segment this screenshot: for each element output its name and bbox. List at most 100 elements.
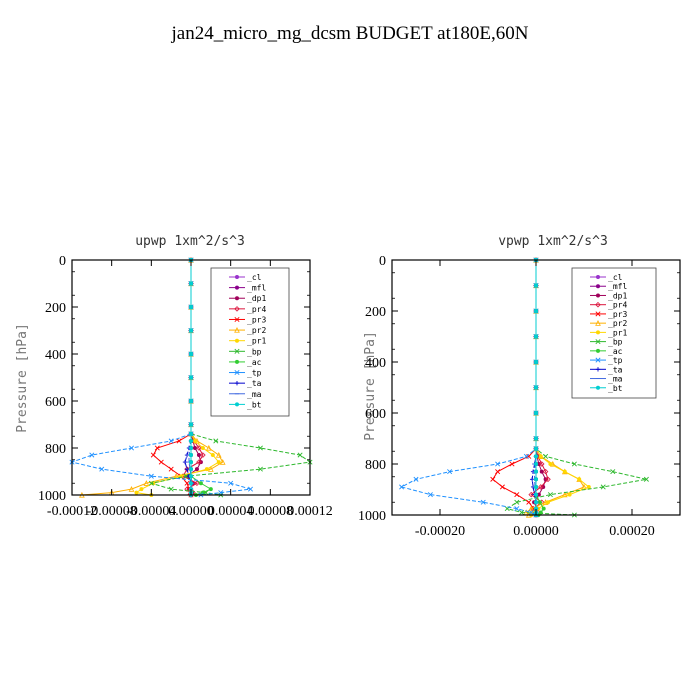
figure-title: jan24_micro_mg_dcsm BUDGET at180E,60N bbox=[171, 23, 529, 44]
data-point bbox=[526, 499, 532, 505]
y-tick-label: 0 bbox=[59, 254, 66, 269]
y-tick-label: 800 bbox=[45, 442, 66, 457]
data-point bbox=[534, 446, 539, 451]
legend-item: _pr4 bbox=[229, 305, 266, 314]
legend-label: _bt bbox=[608, 384, 623, 393]
data-point bbox=[519, 509, 525, 515]
data-point bbox=[188, 328, 193, 333]
data-point bbox=[413, 476, 419, 482]
legend-label: _pr1 bbox=[247, 337, 266, 346]
data-point bbox=[542, 468, 549, 475]
legend-item: _ac bbox=[229, 358, 262, 367]
data-point bbox=[210, 453, 215, 458]
legend-marker bbox=[596, 274, 601, 279]
x-tick-label: 0.00008 bbox=[248, 504, 294, 519]
legend-label: _pr3 bbox=[247, 315, 266, 324]
legend-marker bbox=[234, 285, 239, 290]
legend-item: _mfl bbox=[229, 284, 266, 293]
series-pr2 bbox=[79, 256, 226, 498]
y-tick-label: 200 bbox=[365, 305, 386, 320]
data-point bbox=[194, 467, 199, 472]
legend-item: _ma bbox=[229, 390, 262, 399]
data-point bbox=[600, 484, 606, 490]
y-tick-label: 1000 bbox=[358, 509, 386, 524]
data-point bbox=[567, 492, 572, 497]
legend-item: _bp bbox=[229, 347, 262, 356]
panel-title: upwp 1xm^2/s^3 bbox=[135, 234, 245, 249]
data-point bbox=[200, 445, 205, 450]
data-point bbox=[534, 461, 539, 466]
data-point bbox=[188, 438, 193, 443]
data-point bbox=[188, 281, 193, 286]
data-point bbox=[215, 451, 222, 458]
legend-item: _pr2 bbox=[590, 319, 627, 328]
data-point bbox=[534, 308, 539, 313]
x-tick-label: -0.00004 bbox=[126, 504, 176, 519]
data-point bbox=[534, 469, 539, 474]
legend-marker bbox=[234, 274, 239, 279]
data-point bbox=[218, 490, 224, 496]
data-point bbox=[495, 461, 501, 467]
legend-item: _pr3 bbox=[229, 315, 266, 324]
legend: _cl _mfl_dp1 _pr4_pr3 _pr2 _pr1_bp _ac _tp_ta _… bbox=[210, 267, 290, 417]
legend-marker bbox=[234, 370, 240, 376]
legend-marker bbox=[234, 402, 239, 407]
data-point bbox=[534, 477, 539, 482]
legend-item: _ac bbox=[590, 347, 623, 356]
legend-label: _bp bbox=[247, 347, 262, 356]
data-point bbox=[150, 452, 156, 458]
legend-marker bbox=[596, 385, 601, 390]
y-tick-label: 400 bbox=[45, 348, 66, 363]
plot-area bbox=[69, 256, 313, 498]
legend-box bbox=[571, 267, 657, 399]
data-point bbox=[188, 474, 193, 479]
data-point bbox=[188, 431, 193, 436]
legend-label: _tp bbox=[608, 356, 623, 365]
legend-item: _ma bbox=[590, 375, 623, 384]
data-point bbox=[168, 486, 174, 492]
legend-label: _pr4 bbox=[608, 301, 627, 310]
data-point bbox=[523, 453, 529, 459]
legend-item: _pr1 bbox=[229, 337, 266, 346]
data-point bbox=[168, 466, 174, 472]
data-point bbox=[143, 480, 150, 486]
x-tick-label: -0.00020 bbox=[415, 524, 465, 539]
data-point bbox=[99, 466, 105, 472]
data-point bbox=[514, 492, 520, 498]
y-tick-label: 600 bbox=[365, 407, 386, 422]
series-line bbox=[81, 260, 224, 496]
data-point bbox=[534, 454, 539, 459]
legend-item: _dp1 bbox=[229, 294, 266, 303]
data-point bbox=[577, 477, 582, 482]
data-point bbox=[534, 334, 539, 339]
y-axis-label: Pressure [hPa] bbox=[15, 323, 30, 433]
legend-marker bbox=[234, 326, 240, 333]
data-point bbox=[541, 506, 546, 511]
y-tick-label: 0 bbox=[379, 254, 386, 269]
data-point bbox=[538, 484, 544, 490]
data-point bbox=[538, 510, 543, 515]
data-point bbox=[188, 351, 193, 356]
data-point bbox=[534, 492, 539, 497]
legend-label: _mfl bbox=[247, 284, 266, 293]
data-point bbox=[297, 452, 303, 458]
legend-marker bbox=[595, 311, 601, 317]
legend-marker bbox=[596, 330, 601, 335]
y-tick-label: 400 bbox=[365, 356, 386, 371]
x-tick-label: -0.00008 bbox=[87, 504, 137, 519]
legend-item: _cl bbox=[229, 273, 262, 282]
legend-label: _tp bbox=[247, 369, 262, 378]
legend-label: _cl bbox=[608, 273, 623, 282]
data-point bbox=[176, 438, 182, 444]
series-bt bbox=[188, 257, 193, 497]
legend-item: _mfl bbox=[590, 282, 627, 291]
legend-label: _ac bbox=[247, 358, 262, 367]
data-point bbox=[188, 398, 193, 403]
data-point bbox=[216, 460, 221, 465]
legend-item: _pr1 bbox=[590, 328, 627, 337]
data-point bbox=[495, 469, 501, 475]
legend-label: _bp bbox=[608, 338, 623, 347]
data-point bbox=[399, 484, 405, 490]
series-pr1 bbox=[134, 257, 221, 497]
